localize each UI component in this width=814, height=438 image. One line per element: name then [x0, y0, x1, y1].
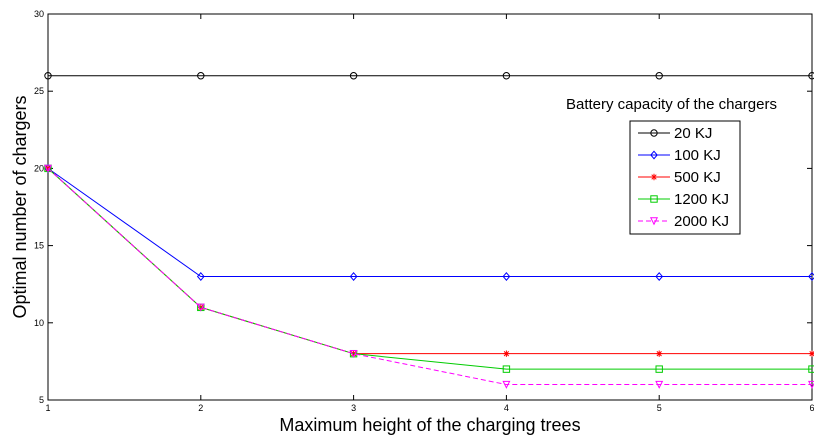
data-point: [650, 129, 658, 137]
legend-item: 500 KJ: [638, 169, 721, 186]
series-100-kj: [44, 163, 814, 281]
y-tick-label: 5: [39, 395, 44, 405]
y-tick-label: 20: [34, 163, 44, 173]
data-point: [502, 380, 511, 389]
y-axis-label: Optimal number of chargers: [10, 95, 30, 318]
y-tick-label: 10: [34, 318, 44, 328]
data-point: [655, 365, 663, 373]
x-axis-label: Maximum height of the charging trees: [279, 415, 580, 435]
data-point: [656, 350, 663, 357]
y-tick-label: 30: [34, 9, 44, 19]
data-point: [349, 72, 358, 80]
x-tick-label: 4: [504, 403, 509, 413]
data-point: [44, 72, 52, 80]
legend-label: 2000 KJ: [674, 213, 729, 230]
series-line: [47, 167, 812, 277]
legend-label: 500 KJ: [674, 169, 721, 186]
legend-label: 100 KJ: [674, 147, 721, 164]
data-point: [349, 349, 358, 358]
data-point: [650, 173, 658, 181]
series-lines: [43, 72, 814, 389]
legend-item: 20 KJ: [638, 125, 712, 142]
data-point: [43, 164, 53, 173]
data-point: [502, 365, 511, 373]
data-point: [650, 195, 658, 203]
data-point: [349, 272, 358, 281]
series-line: [47, 168, 812, 386]
legend-item: 2000 KJ: [638, 213, 729, 230]
data-point: [655, 272, 664, 281]
data-point: [503, 350, 510, 357]
series-2000-kj: [43, 164, 814, 389]
x-tick-label: 6: [809, 403, 814, 413]
x-tick-label: 3: [351, 403, 356, 413]
y-tick-label: 15: [34, 241, 44, 251]
series-20-kj: [44, 72, 814, 80]
y-tick-label: 25: [34, 86, 44, 96]
x-tick-label: 5: [657, 403, 662, 413]
x-tick-label: 2: [198, 403, 203, 413]
data-point: [808, 72, 814, 80]
data-point: [649, 217, 659, 226]
data-point: [808, 350, 814, 357]
data-point: [197, 72, 205, 80]
legend-label: 20 KJ: [674, 125, 712, 142]
data-point: [196, 303, 205, 312]
legend-item: 100 KJ: [638, 147, 721, 164]
x-tick-label: 1: [45, 403, 50, 413]
data-point: [502, 72, 511, 80]
legend: 20 KJ 100 KJ 500 KJ 1200 KJ 2000 KJ: [629, 120, 741, 235]
data-point: [502, 272, 511, 281]
data-point: [655, 380, 664, 389]
data-point: [808, 272, 814, 281]
data-point: [655, 72, 663, 80]
legend-title: Battery capacity of the chargers: [566, 96, 777, 113]
data-point: [808, 365, 814, 373]
data-point: [650, 150, 658, 160]
legend-item: 1200 KJ: [638, 191, 729, 208]
legend-label: 1200 KJ: [674, 191, 729, 208]
data-point: [196, 272, 205, 281]
